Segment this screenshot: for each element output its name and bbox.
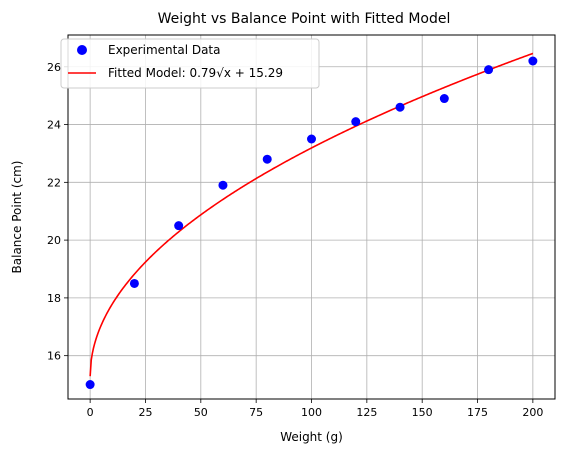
y-tick-label: 16 xyxy=(47,350,61,363)
y-tick-label: 20 xyxy=(47,234,61,247)
x-tick-label: 200 xyxy=(522,406,543,419)
data-point xyxy=(484,65,494,75)
y-tick-label: 24 xyxy=(47,119,61,132)
x-tick-label: 25 xyxy=(138,406,152,419)
legend-marker-experimental-data xyxy=(77,45,87,55)
data-point xyxy=(262,154,272,164)
chart-title: Weight vs Balance Point with Fitted Mode… xyxy=(158,11,451,27)
x-tick-label: 100 xyxy=(301,406,322,419)
data-point xyxy=(395,102,405,112)
data-point xyxy=(174,221,184,231)
data-point xyxy=(351,117,361,127)
data-point xyxy=(85,380,95,390)
y-tick-label: 18 xyxy=(47,292,61,305)
x-tick-label: 50 xyxy=(194,406,208,419)
y-tick-label: 26 xyxy=(47,61,61,74)
data-point xyxy=(218,180,228,190)
grid xyxy=(68,35,555,399)
legend-label-experimental-data: Experimental Data xyxy=(108,43,221,57)
legend: Experimental Data Fitted Model: 0.79√x +… xyxy=(60,38,320,89)
x-tick-label: 150 xyxy=(412,406,433,419)
x-tick-label: 125 xyxy=(356,406,377,419)
x-tick-label: 0 xyxy=(87,406,94,419)
axis-ticks: 0 25 50 75 100 125 150 175 200 16 18 20 22 24 26 xyxy=(47,61,543,419)
data-point xyxy=(528,56,538,66)
legend-box xyxy=(60,38,320,89)
x-tick-label: 75 xyxy=(249,406,263,419)
y-axis-label: Balance Point (cm) xyxy=(10,161,24,274)
fitted-model-line xyxy=(89,52,534,377)
experimental-data-series xyxy=(85,56,538,390)
y-tick-label: 22 xyxy=(47,176,61,189)
data-point xyxy=(307,134,316,144)
legend-label-fitted-model: Fitted Model: 0.79√x + 15.29 xyxy=(108,66,283,80)
data-point xyxy=(439,94,449,104)
x-axis-label: Weight (g) xyxy=(280,430,343,444)
x-tick-label: 175 xyxy=(467,406,488,419)
fitted-model-series xyxy=(89,52,534,377)
data-point xyxy=(129,278,139,288)
